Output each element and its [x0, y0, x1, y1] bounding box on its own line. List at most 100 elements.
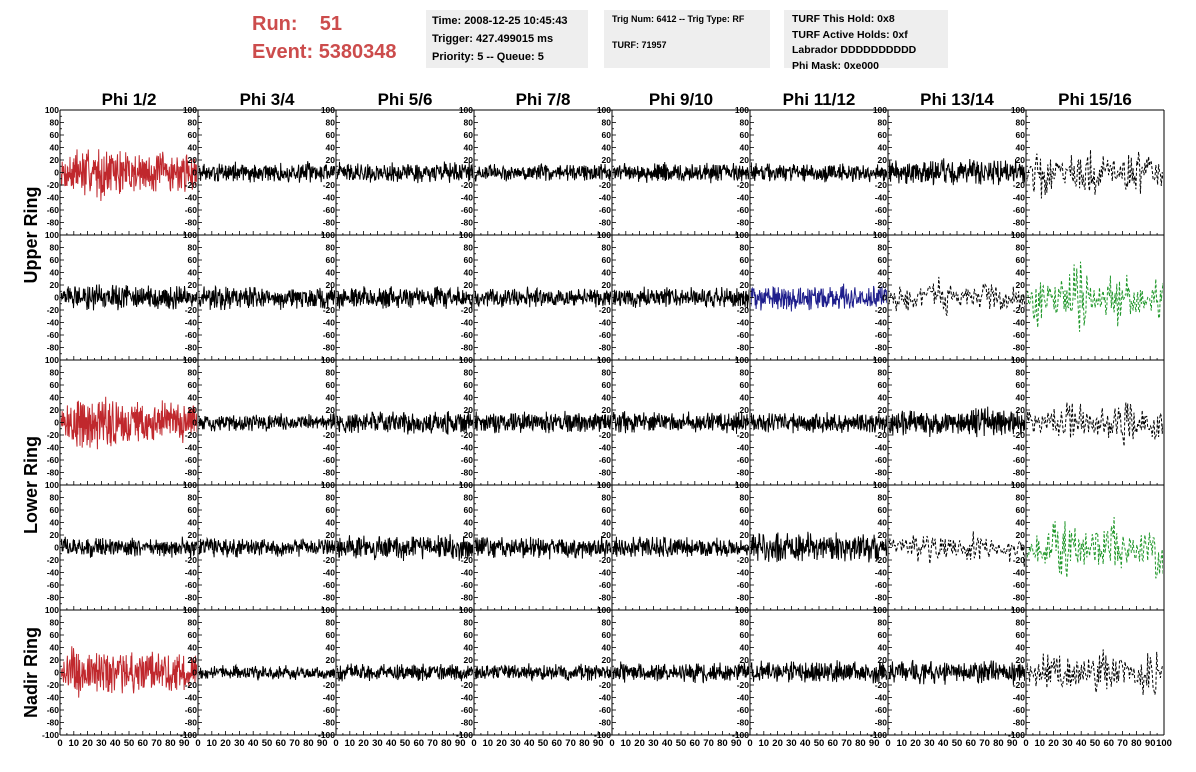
x-tick-label: 60 — [138, 738, 149, 749]
x-tick-label: 30 — [96, 738, 107, 749]
y-tick-label: -40 — [185, 568, 198, 578]
y-tick-label: -20 — [47, 680, 60, 690]
waveform-trace — [475, 163, 611, 182]
y-tick-labels: 100 80 60 40 20 0 -20 -40 -60 -80 -100 — [870, 605, 887, 740]
x-tick-label: 20 — [220, 738, 231, 749]
y-tick-label: 100 — [183, 105, 197, 115]
x-tick-label: 70 — [841, 738, 852, 749]
y-tick-label: -20 — [185, 680, 198, 690]
y-tick-label: 100 — [321, 605, 335, 615]
y-tick-label: 40 — [602, 643, 612, 653]
y-tick-label: 80 — [602, 493, 612, 503]
y-tick-label: 0 — [606, 668, 611, 678]
y-tick-label: -80 — [47, 593, 60, 603]
waveform-trace — [613, 661, 749, 684]
y-tick-label: 60 — [878, 130, 888, 140]
y-tick-label: 40 — [326, 393, 336, 403]
y-tick-label: 60 — [326, 255, 336, 265]
y-tick-label: 100 — [735, 230, 749, 240]
y-tick-label: 100 — [597, 355, 611, 365]
y-tick-label: 40 — [740, 143, 750, 153]
y-tick-labels: 100 80 60 40 20 0 -20 -40 -60 -80 -100 — [180, 605, 197, 740]
y-tick-label: 0 — [1020, 168, 1025, 178]
x-tick-label: 10 — [69, 738, 80, 749]
y-tick-label: -40 — [185, 193, 198, 203]
x-tick-label: 10 — [897, 738, 908, 749]
x-tick-label: 80 — [441, 738, 452, 749]
x-tick-label: 30 — [786, 738, 797, 749]
y-tick-label: -80 — [323, 718, 336, 728]
y-tick-label: 0 — [468, 168, 473, 178]
waveform-panel — [337, 161, 473, 184]
y-tick-label: 40 — [602, 143, 612, 153]
y-tick-labels: 100 80 60 40 20 0 -20 -40 -60 -80 -100 — [594, 605, 611, 740]
x-tick-label: 20 — [82, 738, 93, 749]
y-tick-label: 40 — [740, 393, 750, 403]
y-tick-label: 80 — [188, 618, 198, 628]
x-tick-label: 0 — [57, 738, 62, 749]
y-tick-label: 80 — [878, 118, 888, 128]
y-tick-labels: 100 80 60 40 20 0 -20 -40 -60 -80 — [873, 105, 887, 228]
y-tick-label: -20 — [185, 430, 198, 440]
y-tick-label: 80 — [464, 618, 474, 628]
y-tick-label: 100 — [321, 480, 335, 490]
waveform-panel — [1027, 149, 1163, 199]
x-tick-label: 10 — [759, 738, 770, 749]
trigger-text: Trigger: 427.499015 ms — [432, 33, 554, 45]
y-tick-label: -60 — [461, 580, 474, 590]
y-tick-label: -80 — [461, 218, 474, 228]
y-tick-label: -80 — [875, 593, 888, 603]
y-tick-label: -100 — [594, 730, 611, 740]
panel-ticks — [887, 484, 1027, 611]
y-tick-label: -60 — [875, 455, 888, 465]
y-tick-label: 60 — [326, 130, 336, 140]
waveform-panel — [337, 410, 473, 435]
y-tick-label: 20 — [188, 655, 198, 665]
y-tick-label: -20 — [461, 680, 474, 690]
y-tick-label: 60 — [50, 380, 60, 390]
y-tick-label: 20 — [464, 280, 474, 290]
y-tick-label: 60 — [326, 505, 336, 515]
y-tick-label: 60 — [1016, 255, 1026, 265]
waveform-trace — [751, 412, 887, 434]
y-tick-labels: 100 80 60 40 20 0 -20 -40 -60 -80 — [597, 480, 611, 603]
y-tick-label: 0 — [744, 543, 749, 553]
y-tick-label: -60 — [599, 705, 612, 715]
y-tick-label: -20 — [47, 430, 60, 440]
y-tick-label: 20 — [878, 155, 888, 165]
waveform-panel — [475, 163, 611, 182]
y-tick-label: 60 — [50, 630, 60, 640]
x-tick-label: 40 — [386, 738, 397, 749]
y-tick-label: 0 — [606, 418, 611, 428]
y-tick-label: -20 — [875, 680, 888, 690]
panel-ticks — [749, 359, 889, 486]
x-tick-label: 30 — [1062, 738, 1073, 749]
y-tick-label: 100 — [1011, 230, 1025, 240]
x-tick-labels: 0 10 20 30 40 50 60 70 80 90 0 10 20 30 40 50 60 70 80 90 0 1… — [57, 738, 1172, 749]
y-tick-label: -60 — [185, 455, 198, 465]
waveform-trace — [1027, 649, 1163, 695]
y-tick-label: -20 — [1013, 680, 1026, 690]
y-tick-label: 60 — [740, 505, 750, 515]
x-tick-label: 40 — [800, 738, 811, 749]
y-tick-label: -80 — [599, 218, 612, 228]
y-tick-label: 100 — [597, 105, 611, 115]
y-tick-labels: 100 80 60 40 20 0 -20 -40 -60 -80 — [1011, 230, 1025, 353]
panel-ticks — [473, 359, 613, 486]
x-tick-label: 80 — [717, 738, 728, 749]
y-tick-label: -60 — [47, 580, 60, 590]
y-tick-label: 40 — [1016, 268, 1026, 278]
y-tick-label: 40 — [878, 643, 888, 653]
y-tick-label: -40 — [47, 568, 60, 578]
y-tick-labels: 100 80 60 40 20 0 -20 -40 -60 -80 — [459, 230, 473, 353]
y-tick-label: 100 — [873, 105, 887, 115]
y-tick-label: 40 — [326, 518, 336, 528]
y-tick-label: 40 — [740, 268, 750, 278]
x-tick-label: 0 — [747, 738, 752, 749]
panel-ticks — [611, 109, 751, 236]
y-tick-label: -60 — [47, 330, 60, 340]
waveform-panel — [199, 663, 335, 681]
y-tick-label: -100 — [1008, 730, 1025, 740]
y-tick-label: 0 — [468, 418, 473, 428]
y-tick-label: -20 — [875, 555, 888, 565]
